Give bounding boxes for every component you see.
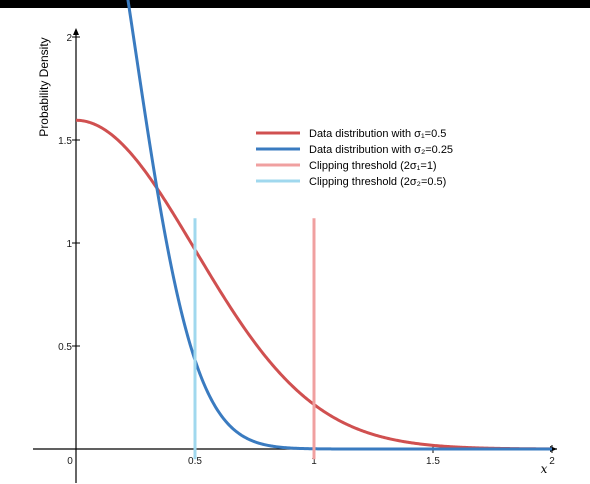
legend-label: Data distribution with σ₁=0.5 — [309, 128, 446, 140]
y-tick-label: 0.5 — [58, 342, 72, 353]
x-tick-label: 1.5 — [426, 456, 440, 467]
x-tick-label: 0.5 — [188, 456, 202, 467]
x-axis-title: x — [541, 462, 548, 476]
axes: 0 0.5 1 1.5 2 0.5 1 1.5 2 Probability Density x — [33, 28, 557, 483]
y-axis-arrow — [73, 28, 79, 35]
y-tick-label: 1 — [66, 239, 72, 250]
legend-label: Data distribution with σ₂=0.25 — [309, 144, 453, 156]
x-tick-label: 2 — [549, 456, 555, 467]
top-border — [0, 0, 590, 8]
legend-label: Clipping threshold (2σ₂=0.5) — [309, 176, 446, 188]
y-tick-label: 1.5 — [58, 136, 72, 147]
legend-label: Clipping threshold (2σ₁=1) — [309, 160, 437, 172]
y-axis-title: Probability Density — [37, 37, 51, 136]
x-tick-label: 1 — [311, 456, 317, 467]
y-tick-label: 2 — [66, 33, 72, 44]
x-tick-label: 0 — [67, 456, 73, 467]
curves — [75, 0, 553, 460]
legend: Data distribution with σ₁=0.5 Data distri… — [256, 128, 453, 188]
